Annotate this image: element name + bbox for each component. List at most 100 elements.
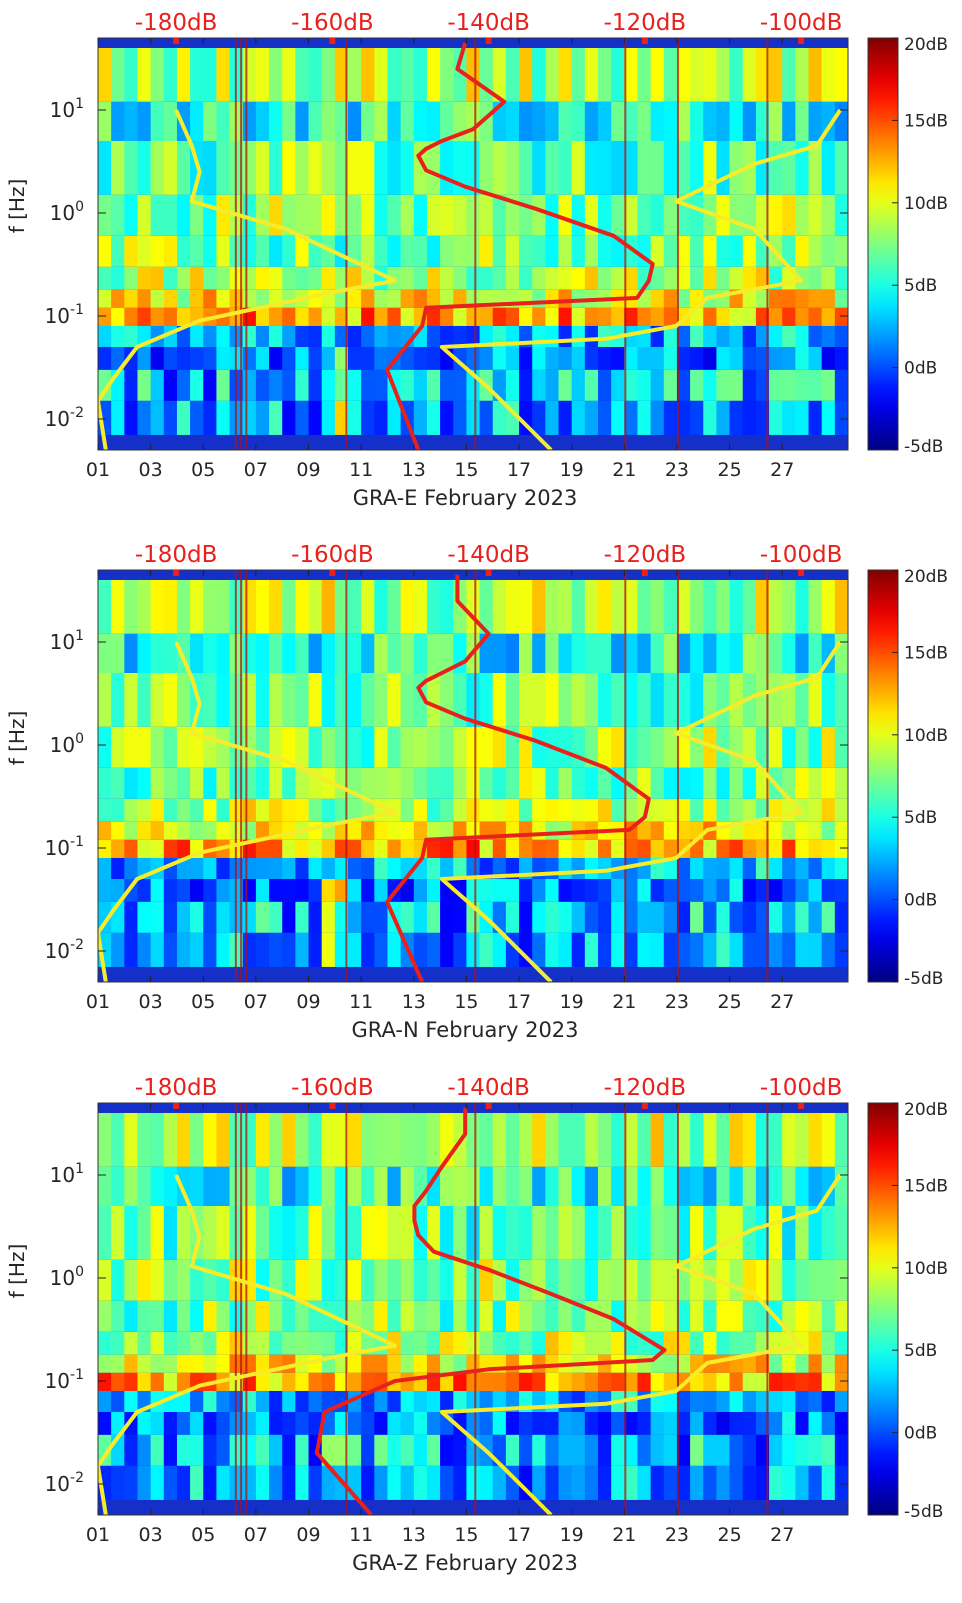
y-axis-label: f [Hz] [5,711,29,766]
spectrogram-image [98,38,848,450]
x-tick-label: 03 [139,459,163,481]
top-db-tick-label: -140dB [447,10,530,36]
colorbar-tick-label: 20dB [904,567,948,587]
x-tick-label: 07 [244,1524,268,1546]
x-tick-label: 21 [612,991,636,1013]
x-tick-label: 09 [296,991,320,1013]
x-tick-label: 13 [402,991,426,1013]
x-tick-label: 23 [665,991,689,1013]
x-tick-label: 05 [191,459,215,481]
x-tick-label: 03 [139,1524,163,1546]
y-tick-label: 10-1 [45,1367,84,1393]
x-tick-label: 09 [296,1524,320,1546]
x-tick-label: 13 [402,459,426,481]
colorbar-tick-label: 10dB [904,194,948,214]
colorbar-tick-label: 0dB [904,1424,937,1444]
colorbar-tick-label: 0dB [904,891,937,911]
x-tick-label: 05 [191,991,215,1013]
x-tick-label: 15 [454,1524,478,1546]
x-tick-label: 25 [717,991,741,1013]
y-tick-label: 100 [50,199,84,225]
x-tick-label: 27 [770,1524,794,1546]
y-tick-label: 10-1 [45,834,84,860]
colorbar-tick-label: 15dB [904,111,948,131]
x-tick-label: 27 [770,459,794,481]
colorbar-tick-label: -5dB [904,969,943,989]
noise-model-curve-1 [98,641,397,982]
colorbar-tick-label: -5dB [904,437,943,457]
station-noise-curve [385,42,655,450]
noise-model-curve-2 [439,640,842,982]
x-tick-label: 15 [454,459,478,481]
noise-model-curve-1 [98,109,397,450]
x-tick-label: 23 [665,459,689,481]
y-tick-label: 10-2 [45,405,84,431]
colorbar-tick-label: 20dB [904,1100,948,1120]
colorbar-tick-label: 10dB [904,726,948,746]
noise-model-curve-1 [98,1174,397,1515]
x-axis-label: GRA-N February 2023 [351,1018,578,1042]
x-tick-label: 17 [507,1524,531,1546]
x-axis-label: GRA-E February 2023 [353,486,578,510]
top-db-tick-label: -180dB [135,542,218,568]
x-tick-label: 19 [560,1524,584,1546]
y-tick-label: 100 [50,731,84,757]
x-tick-label: 01 [86,991,110,1013]
colorbar: 20dB 15dB 10dB 5dB 0dB -5dB [867,567,948,989]
x-tick-label: 09 [296,459,320,481]
x-tick-label: 21 [612,459,636,481]
x-tick-label: 17 [507,459,531,481]
spectrogram-image [98,1103,848,1515]
x-tick-label: 17 [507,991,531,1013]
y-tick-label: 101 [50,1161,84,1187]
y-tick-label: 100 [50,1264,84,1290]
axes-frame [97,37,849,451]
top-db-tick-label: -160dB [291,1075,374,1101]
colorbar-tick-label: 5dB [904,276,937,296]
top-db-tick-label: -100dB [760,1075,843,1101]
x-tick-label: 19 [560,459,584,481]
axes-frame [97,1102,849,1516]
top-db-tick-label: -100dB [760,542,843,568]
top-db-tick-label: -140dB [447,542,530,568]
noise-model-curve-2 [439,1173,842,1515]
spectrogram-panel-2: 01 03 05 07 09 11 13 15 17 19 21 23 25 27 GRA-N Februa… [5,542,948,1042]
noise-model-curve-2 [439,108,842,450]
x-tick-label: 03 [139,991,163,1013]
top-db-tick-label: -180dB [135,1075,218,1101]
x-tick-label: 23 [665,1524,689,1546]
x-tick-label: 25 [717,459,741,481]
x-tick-label: 11 [349,991,373,1013]
y-tick-label: 10-2 [45,937,84,963]
y-tick-label: 101 [50,628,84,654]
x-tick-label: 25 [717,1524,741,1546]
spectrogram-panel-1: 01 03 05 07 09 11 13 15 17 19 21 23 25 27 GRA-E Februa… [5,10,948,510]
colorbar-tick-label: 15dB [904,643,948,663]
top-db-tick-label: -140dB [447,1075,530,1101]
colorbar-tick-label: 0dB [904,359,937,379]
station-noise-curve [314,1107,667,1515]
x-axis-label: GRA-Z February 2023 [352,1551,578,1575]
y-axis-label: f [Hz] [5,1244,29,1299]
colorbar-tick-label: 5dB [904,808,937,828]
colorbar-tick-label: 20dB [904,35,948,55]
x-tick-label: 11 [349,459,373,481]
top-db-tick-label: -160dB [291,542,374,568]
x-tick-label: 01 [86,1524,110,1546]
colorbar-tick-label: 15dB [904,1176,948,1196]
y-tick-label: 101 [50,96,84,122]
top-db-tick-label: -120dB [604,542,687,568]
colorbar-tick-label: -5dB [904,1502,943,1522]
x-tick-label: 27 [770,991,794,1013]
x-tick-label: 01 [86,459,110,481]
station-noise-curve [385,574,651,982]
x-tick-label: 07 [244,459,268,481]
x-tick-label: 11 [349,1524,373,1546]
top-db-tick-label: -120dB [604,10,687,36]
x-tick-label: 05 [191,1524,215,1546]
axes-frame [97,569,849,983]
y-axis-label: f [Hz] [5,179,29,234]
top-db-tick-label: -180dB [135,10,218,36]
